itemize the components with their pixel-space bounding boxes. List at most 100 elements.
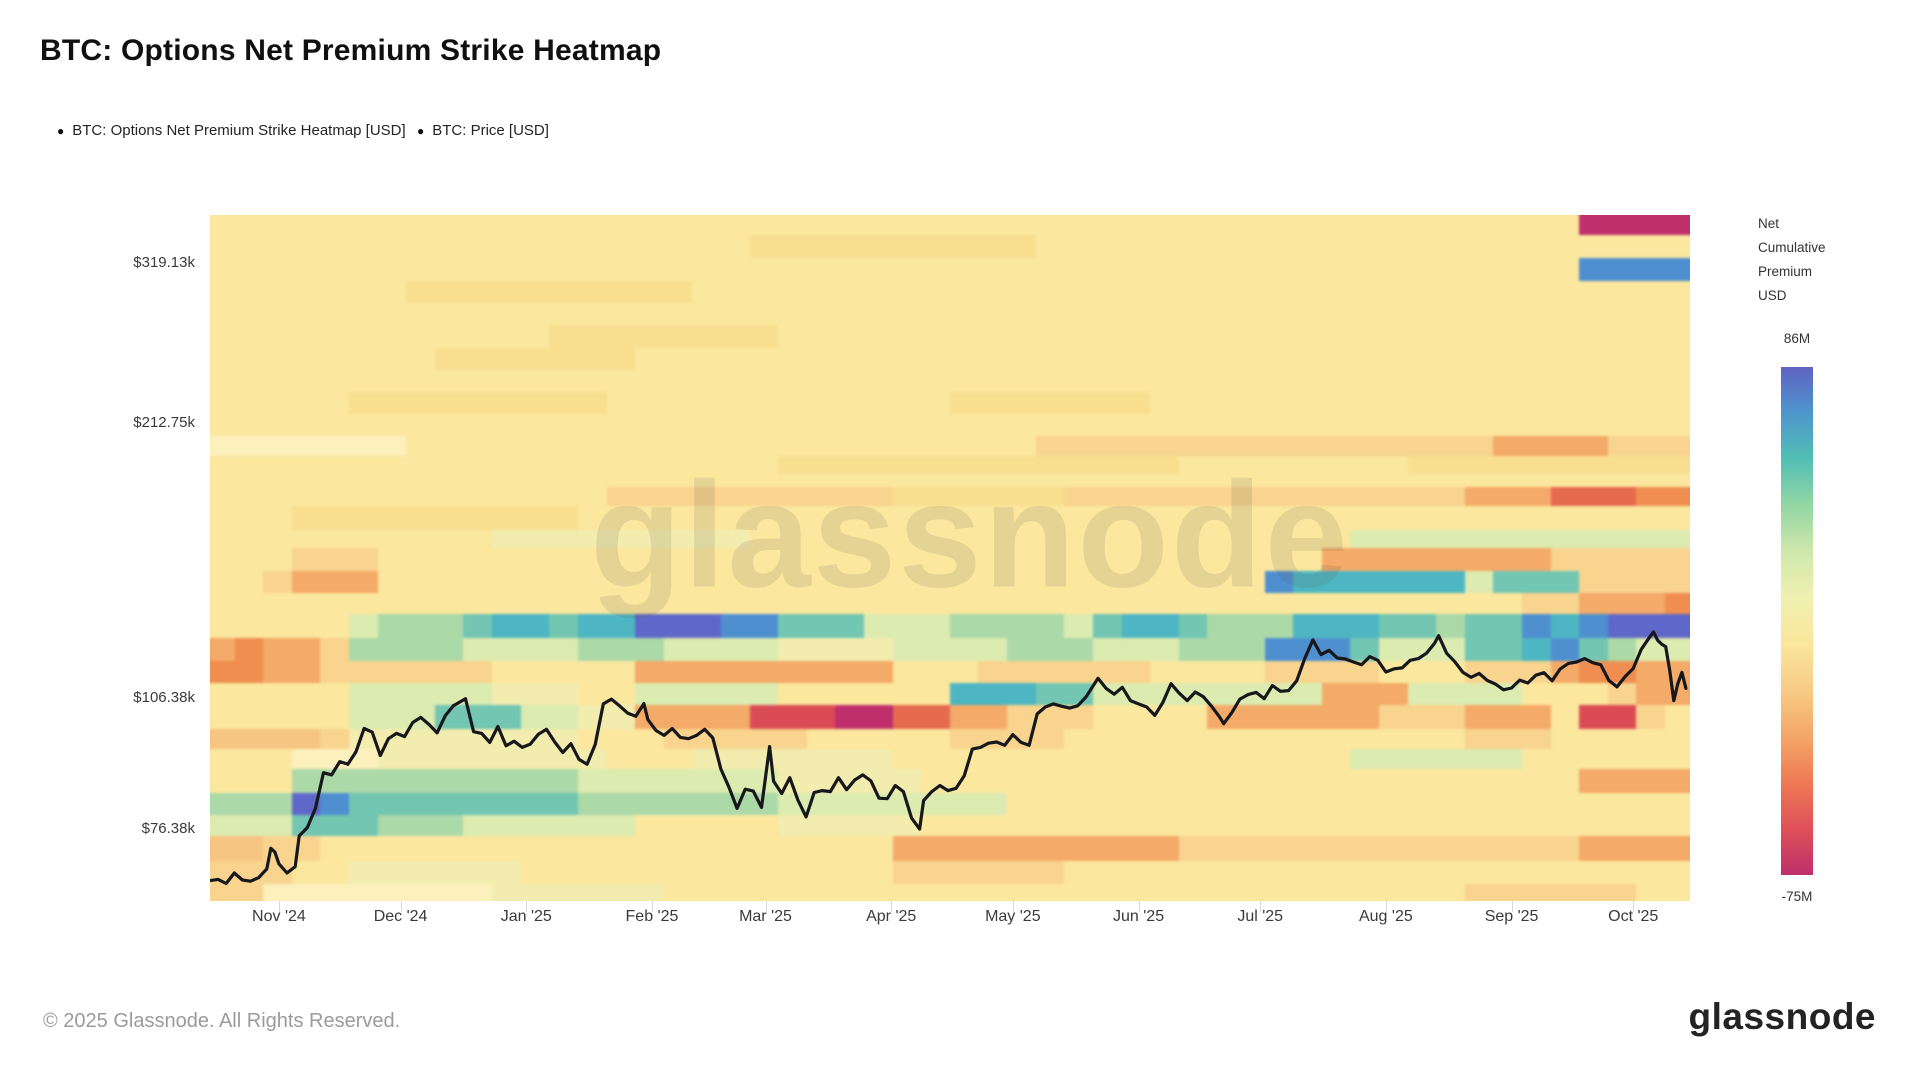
heatmap-cell[interactable] <box>749 547 779 572</box>
heatmap-cell[interactable] <box>1350 571 1379 594</box>
heatmap-cell[interactable] <box>520 769 550 793</box>
heatmap-cell[interactable] <box>1092 728 1122 750</box>
heatmap-cell[interactable] <box>806 683 836 705</box>
heatmap-cell[interactable] <box>1264 661 1294 684</box>
heatmap-cell[interactable] <box>606 529 636 548</box>
heatmap-cell[interactable] <box>692 506 721 530</box>
heatmap-cell[interactable] <box>978 235 1008 258</box>
heatmap-cell[interactable] <box>978 455 1008 474</box>
heatmap-cell[interactable] <box>1407 593 1437 614</box>
heatmap-cell[interactable] <box>549 883 578 901</box>
heatmap-cell[interactable] <box>263 435 292 456</box>
heatmap-cell[interactable] <box>663 487 693 507</box>
heatmap-cell[interactable] <box>349 593 378 614</box>
heatmap-cell[interactable] <box>1407 414 1437 436</box>
heatmap-cell[interactable] <box>1579 303 1608 326</box>
heatmap-cell[interactable] <box>892 861 922 884</box>
heatmap-cell[interactable] <box>1293 529 1322 548</box>
heatmap-cell[interactable] <box>635 769 664 793</box>
heatmap-cell[interactable] <box>1436 369 1465 393</box>
heatmap-cell[interactable] <box>320 392 350 415</box>
heatmap-cell[interactable] <box>492 414 521 436</box>
heatmap-cell[interactable] <box>1035 529 1065 548</box>
heatmap-cell[interactable] <box>1092 571 1122 594</box>
heatmap-cell[interactable] <box>835 749 865 770</box>
heatmap-cell[interactable] <box>806 861 836 884</box>
heatmap-cell[interactable] <box>520 506 550 530</box>
heatmap-cell[interactable] <box>1579 593 1608 614</box>
heatmap-cell[interactable] <box>921 683 950 705</box>
heatmap-cell[interactable] <box>1207 792 1236 815</box>
heatmap-cell[interactable] <box>949 661 979 684</box>
heatmap-cell[interactable] <box>291 473 321 488</box>
heatmap-cell[interactable] <box>1636 487 1666 507</box>
heatmap-cell[interactable] <box>1436 435 1465 456</box>
heatmap-cell[interactable] <box>1207 593 1236 614</box>
heatmap-cell[interactable] <box>635 506 664 530</box>
heatmap-cell[interactable] <box>291 280 321 304</box>
heatmap-cell[interactable] <box>1121 661 1151 684</box>
heatmap-cell[interactable] <box>806 836 836 862</box>
heatmap-cell[interactable] <box>1407 392 1437 415</box>
heatmap-cell[interactable] <box>1436 303 1465 326</box>
heatmap-cell[interactable] <box>1665 728 1690 750</box>
heatmap-cell[interactable] <box>463 883 493 901</box>
heatmap-cell[interactable] <box>406 814 435 837</box>
heatmap-cell[interactable] <box>1321 392 1351 415</box>
heatmap-cell[interactable] <box>1207 613 1236 638</box>
heatmap-cell[interactable] <box>1092 473 1122 488</box>
heatmap-cell[interactable] <box>949 257 979 281</box>
heatmap-cell[interactable] <box>1121 814 1151 837</box>
heatmap-cell[interactable] <box>434 728 464 750</box>
heatmap-cell[interactable] <box>577 861 607 884</box>
heatmap-cell[interactable] <box>1121 547 1151 572</box>
heatmap-cell[interactable] <box>320 529 350 548</box>
heatmap-cell[interactable] <box>377 280 407 304</box>
heatmap-cell[interactable] <box>463 473 493 488</box>
heatmap-cell[interactable] <box>434 547 464 572</box>
heatmap-cell[interactable] <box>1579 235 1608 258</box>
heatmap-cell[interactable] <box>210 836 235 862</box>
heatmap-cell[interactable] <box>492 547 521 572</box>
heatmap-cell[interactable] <box>720 506 750 530</box>
heatmap-cell[interactable] <box>1092 547 1122 572</box>
heatmap-cell[interactable] <box>749 473 779 488</box>
heatmap-cell[interactable] <box>234 749 264 770</box>
heatmap-cell[interactable] <box>1121 325 1151 348</box>
heatmap-cell[interactable] <box>320 571 350 594</box>
heatmap-cell[interactable] <box>1407 683 1437 705</box>
heatmap-cell[interactable] <box>263 683 292 705</box>
heatmap-cell[interactable] <box>1121 637 1151 662</box>
heatmap-cell[interactable] <box>492 257 521 281</box>
heatmap-cell[interactable] <box>635 547 664 572</box>
heatmap-cell[interactable] <box>549 529 578 548</box>
heatmap-cell[interactable] <box>1636 661 1666 684</box>
heatmap-cell[interactable] <box>892 506 922 530</box>
heatmap-cell[interactable] <box>406 861 435 884</box>
heatmap-cell[interactable] <box>492 303 521 326</box>
heatmap-cell[interactable] <box>1464 414 1494 436</box>
heatmap-cell[interactable] <box>1550 704 1580 729</box>
heatmap-cell[interactable] <box>234 235 264 258</box>
heatmap-cell[interactable] <box>892 414 922 436</box>
heatmap-cell[interactable] <box>520 487 550 507</box>
heatmap-cell[interactable] <box>778 257 807 281</box>
heatmap-cell[interactable] <box>1378 455 1408 474</box>
heatmap-cell[interactable] <box>835 392 865 415</box>
heatmap-cell[interactable] <box>349 836 378 862</box>
heatmap-cell[interactable] <box>263 547 292 572</box>
heatmap-cell[interactable] <box>234 728 264 750</box>
heatmap-cell[interactable] <box>1636 455 1666 474</box>
heatmap-cell[interactable] <box>291 683 321 705</box>
heatmap-cell[interactable] <box>520 704 550 729</box>
heatmap-cell[interactable] <box>1178 435 1208 456</box>
heatmap-cell[interactable] <box>635 487 664 507</box>
heatmap-cell[interactable] <box>1550 749 1580 770</box>
heatmap-cell[interactable] <box>864 613 893 638</box>
heatmap-cell[interactable] <box>1264 280 1294 304</box>
heatmap-cell[interactable] <box>1035 749 1065 770</box>
heatmap-cell[interactable] <box>1092 257 1122 281</box>
heatmap-cell[interactable] <box>577 473 607 488</box>
heatmap-cell[interactable] <box>1007 661 1036 684</box>
heatmap-cell[interactable] <box>291 487 321 507</box>
